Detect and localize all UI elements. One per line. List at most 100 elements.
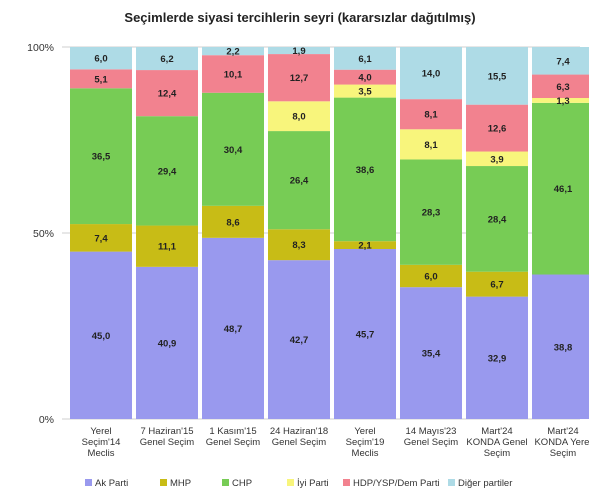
- x-category-label: 7 Haziran'15: [140, 426, 193, 437]
- data-label: 12,6: [488, 124, 507, 135]
- legend-label: CHP: [232, 478, 252, 489]
- bar-segment: [334, 241, 396, 249]
- bar-segment: [466, 47, 528, 105]
- x-category-label: Genel Seçim: [272, 437, 326, 448]
- bar-segment: [466, 271, 528, 297]
- bar-segment: [334, 97, 396, 242]
- bar-segment: [136, 70, 198, 117]
- bar-segment: [202, 237, 264, 419]
- x-category-label: KONDA Genel: [466, 437, 527, 448]
- x-category-label: Seçim'19: [346, 437, 385, 448]
- data-label: 1,3: [556, 96, 569, 107]
- bar-segment: [334, 248, 396, 419]
- legend-swatch: [448, 479, 455, 486]
- bar-segment: [400, 47, 462, 100]
- data-label: 40,9: [158, 338, 177, 349]
- data-label: 28,4: [488, 214, 507, 225]
- x-category-label: 1 Kasım'15: [209, 426, 256, 437]
- data-label: 36,5: [92, 152, 111, 163]
- data-label: 10,1: [224, 69, 243, 80]
- x-category-label: Yerel: [90, 426, 111, 437]
- x-category-label: Genel Seçim: [140, 437, 194, 448]
- data-label: 12,4: [158, 89, 177, 100]
- data-label: 30,4: [224, 145, 243, 156]
- x-category-label: 14 Mayıs'23: [406, 426, 457, 437]
- y-tick-label: 100%: [27, 42, 54, 54]
- bar-segment: [400, 99, 462, 130]
- legend-label: İyi Parti: [297, 478, 329, 489]
- x-category-label: Mart'24: [547, 426, 578, 437]
- data-label: 45,7: [356, 329, 375, 340]
- legend-swatch: [85, 479, 92, 486]
- bar-segment: [268, 131, 330, 230]
- bar-segment: [268, 101, 330, 132]
- bar-segment: [70, 47, 132, 70]
- bar-segment: [334, 69, 396, 85]
- legend: Ak Parti MHP CHP İyi Parti HDP/YSP/Dem Parti…: [85, 478, 512, 489]
- bar-segment: [136, 266, 198, 419]
- data-label: 45,0: [92, 331, 111, 342]
- bar-segment: [70, 224, 132, 252]
- legend-label: HDP/YSP/Dem Parti: [353, 478, 440, 489]
- value-labels: 45,0 7,4 36,5 5,1 6,0 40,9 11,1 29,4 12,4 6,2 48,7…: [92, 46, 573, 364]
- bar-segment: [400, 129, 462, 160]
- bar-segment: [70, 251, 132, 419]
- legend-swatch: [343, 479, 350, 486]
- bar-segment: [532, 74, 589, 99]
- y-tick-label: 0%: [39, 414, 54, 426]
- bar-segment: [466, 296, 528, 419]
- data-label: 6,1: [358, 54, 372, 65]
- data-label: 38,8: [554, 342, 573, 353]
- x-category-label: Genel Seçim: [404, 437, 458, 448]
- bar-segment: [268, 47, 330, 55]
- y-axis-ticks: 0% 50% 100%: [27, 42, 54, 426]
- x-category-label: Meclis: [88, 448, 115, 459]
- data-label: 6,2: [160, 54, 173, 65]
- bar-segment: [466, 104, 528, 152]
- bar-segment: [532, 98, 589, 103]
- data-label: 46,1: [554, 184, 573, 195]
- data-label: 8,6: [226, 217, 239, 228]
- bar-segment: [334, 84, 396, 98]
- data-label: 2,2: [226, 47, 239, 58]
- data-label: 26,4: [290, 176, 309, 187]
- bar-segment: [532, 47, 589, 75]
- bar-segment: [268, 229, 330, 261]
- data-label: 14,0: [422, 69, 441, 80]
- data-label: 12,7: [290, 73, 309, 84]
- bar-segment: [136, 47, 198, 71]
- bar-segment: [136, 116, 198, 226]
- x-category-label: Meclis: [352, 448, 379, 459]
- x-category-label: Yerel: [354, 426, 375, 437]
- data-label: 7,4: [94, 233, 108, 244]
- data-label: 6,7: [490, 280, 503, 291]
- legend-label: Diğer partiler: [458, 478, 512, 489]
- x-category-label: Mart'24: [481, 426, 512, 437]
- x-category-label: 24 Haziran'18: [270, 426, 328, 437]
- data-label: 15,5: [488, 71, 507, 82]
- x-category-label: KONDA Yerel: [534, 437, 589, 448]
- data-label: 4,0: [358, 73, 371, 84]
- y-tick-label: 50%: [33, 228, 54, 240]
- data-label: 5,1: [94, 74, 108, 85]
- data-label: 8,0: [292, 112, 305, 123]
- x-category-label: Genel Seçim: [206, 437, 260, 448]
- x-category-label: Seçim'14: [82, 437, 121, 448]
- data-label: 38,6: [356, 165, 375, 176]
- bar-segment: [532, 102, 589, 275]
- bar-segment: [136, 225, 198, 267]
- legend-swatch: [287, 479, 294, 486]
- bar-segment: [202, 205, 264, 238]
- bar-segment: [532, 274, 589, 419]
- bar-segment: [70, 88, 132, 225]
- x-category-label: Seçim: [484, 448, 510, 459]
- legend-swatch: [160, 479, 167, 486]
- bar-segment: [466, 166, 528, 272]
- data-label: 3,5: [358, 87, 372, 98]
- data-label: 6,0: [94, 54, 107, 65]
- data-label: 8,1: [424, 110, 438, 121]
- data-label: 42,7: [290, 335, 309, 346]
- data-label: 11,1: [158, 242, 177, 253]
- data-label: 7,4: [556, 56, 570, 67]
